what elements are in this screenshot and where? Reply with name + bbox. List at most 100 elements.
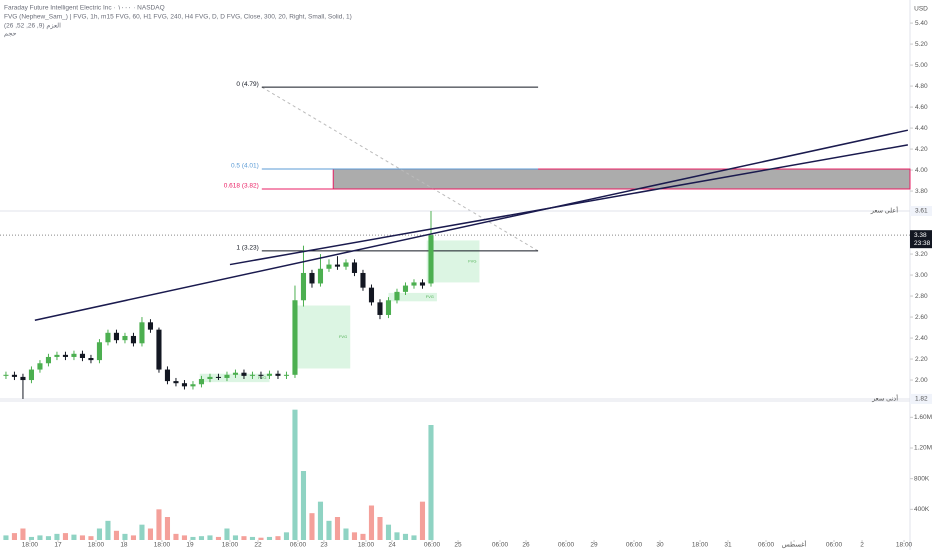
y-tick-label: 2.80: [915, 293, 928, 300]
marker-tag: [910, 393, 932, 404]
volume-bar: [181, 535, 188, 540]
y-tick-label: 5.20: [915, 41, 928, 48]
candle-body: [394, 291, 400, 301]
x-tick-label: 30: [656, 542, 664, 549]
candle-body: [241, 372, 247, 376]
candle-body: [258, 374, 264, 376]
volume-bar: [54, 533, 60, 540]
x-tick-label: 06:00: [424, 542, 441, 549]
x-tick-label: 22: [254, 542, 262, 549]
candle-body: [130, 335, 137, 344]
x-tick-label: 06:00: [626, 542, 643, 549]
x-tick-label: 18:00: [88, 542, 105, 549]
volume-bar: [326, 520, 332, 540]
x-tick-label: 06:00: [558, 542, 575, 549]
fib-label: 0.5 (4.01): [231, 163, 259, 170]
chart-title: Faraday Future Intelligent Electric Inc …: [4, 5, 165, 12]
volume-bar: [28, 536, 35, 540]
fvg-box: [426, 240, 480, 283]
candle-body: [156, 329, 162, 370]
candle-body: [292, 300, 298, 375]
volume-tick-label: 800K: [914, 475, 930, 482]
volume-bar: [20, 528, 26, 540]
candle-body: [385, 300, 392, 315]
volume-bar: [394, 532, 400, 540]
indicator-label: حجم: [4, 31, 17, 38]
trendline: [229, 144, 909, 266]
candle-body: [79, 353, 86, 359]
marker-tag: [910, 206, 932, 217]
volume-bar: [105, 520, 111, 540]
fib-label: 1 (3.23): [236, 245, 258, 252]
y-tick-label: 5.40: [915, 20, 928, 27]
y-tick-label: 3.00: [915, 272, 928, 279]
x-tick-label: 29: [590, 542, 598, 549]
volume-bar: [88, 536, 94, 540]
candle-body: [411, 282, 417, 286]
volume-bar: [428, 425, 434, 540]
volume-tick-label: 1.20M: [914, 445, 932, 452]
candle-body: [377, 302, 383, 315]
volume-bar: [241, 536, 247, 540]
volume-bar: [419, 501, 426, 540]
volume-bar: [130, 535, 137, 540]
candle-body: [122, 335, 128, 341]
candle-body: [3, 374, 9, 376]
candle-body: [139, 322, 145, 344]
volume-bar: [300, 471, 307, 540]
candle-body: [300, 272, 307, 301]
y-tick-label: 4.60: [915, 104, 928, 111]
candle-body: [105, 332, 111, 343]
candle-body: [419, 282, 426, 286]
y-tick-label: 2.20: [915, 356, 928, 363]
volume-bar: [224, 528, 230, 540]
candle-body: [275, 373, 281, 376]
x-tick-label: 06:00: [290, 542, 307, 549]
volume-bar: [45, 536, 52, 540]
x-tick-label: 25: [454, 542, 462, 549]
x-tick-label: 18:00: [154, 542, 171, 549]
candle-body: [224, 374, 230, 378]
volume-bar: [402, 533, 409, 540]
candle-body: [309, 272, 315, 284]
candle-body: [249, 374, 256, 376]
y-tick-label: 4.20: [915, 146, 928, 153]
candle-body: [173, 381, 179, 384]
y-tick-label: 2.40: [915, 335, 928, 342]
y-tick-label: 4.00: [915, 167, 928, 174]
x-tick-label: 26: [522, 542, 530, 549]
last-price-tag: [910, 230, 932, 249]
volume-bar: [258, 537, 264, 540]
volume-bar: [3, 535, 9, 540]
x-tick-label: 06:00: [758, 542, 775, 549]
y-tick-label: 4.80: [915, 83, 928, 90]
marker-value: 1.82: [915, 396, 928, 403]
volume-bar: [351, 532, 358, 540]
volume-tick-label: 1.60M: [914, 414, 932, 421]
zone: [332, 168, 911, 190]
candle-body: [45, 356, 52, 364]
fvg-label: FVG: [426, 294, 434, 299]
volume-bar: [334, 517, 341, 540]
x-tick-label: 18:00: [22, 542, 39, 549]
fvg-label: FVG: [468, 258, 476, 263]
fvg-label: FVG: [339, 334, 347, 339]
candle-body: [283, 374, 290, 376]
volume-bar: [275, 536, 281, 540]
candle-body: [207, 376, 213, 380]
candle-body: [317, 268, 324, 284]
volume-bar: [317, 501, 324, 540]
indicator-label: العزم (9, 26, 52, 26): [4, 22, 61, 30]
candle-body: [326, 264, 332, 269]
volume-bar: [156, 509, 162, 540]
last-price-value: 3.38: [914, 232, 927, 239]
volume-tick-label: 400K: [914, 506, 930, 513]
countdown: 23:38: [914, 240, 931, 247]
volume-bar: [113, 530, 120, 540]
candle-body: [113, 332, 120, 341]
y-tick-label: 3.20: [915, 251, 928, 258]
volume-bar: [173, 533, 179, 540]
currency: USD: [914, 6, 928, 13]
candle-body: [88, 358, 94, 361]
volume-bar: [190, 536, 196, 540]
